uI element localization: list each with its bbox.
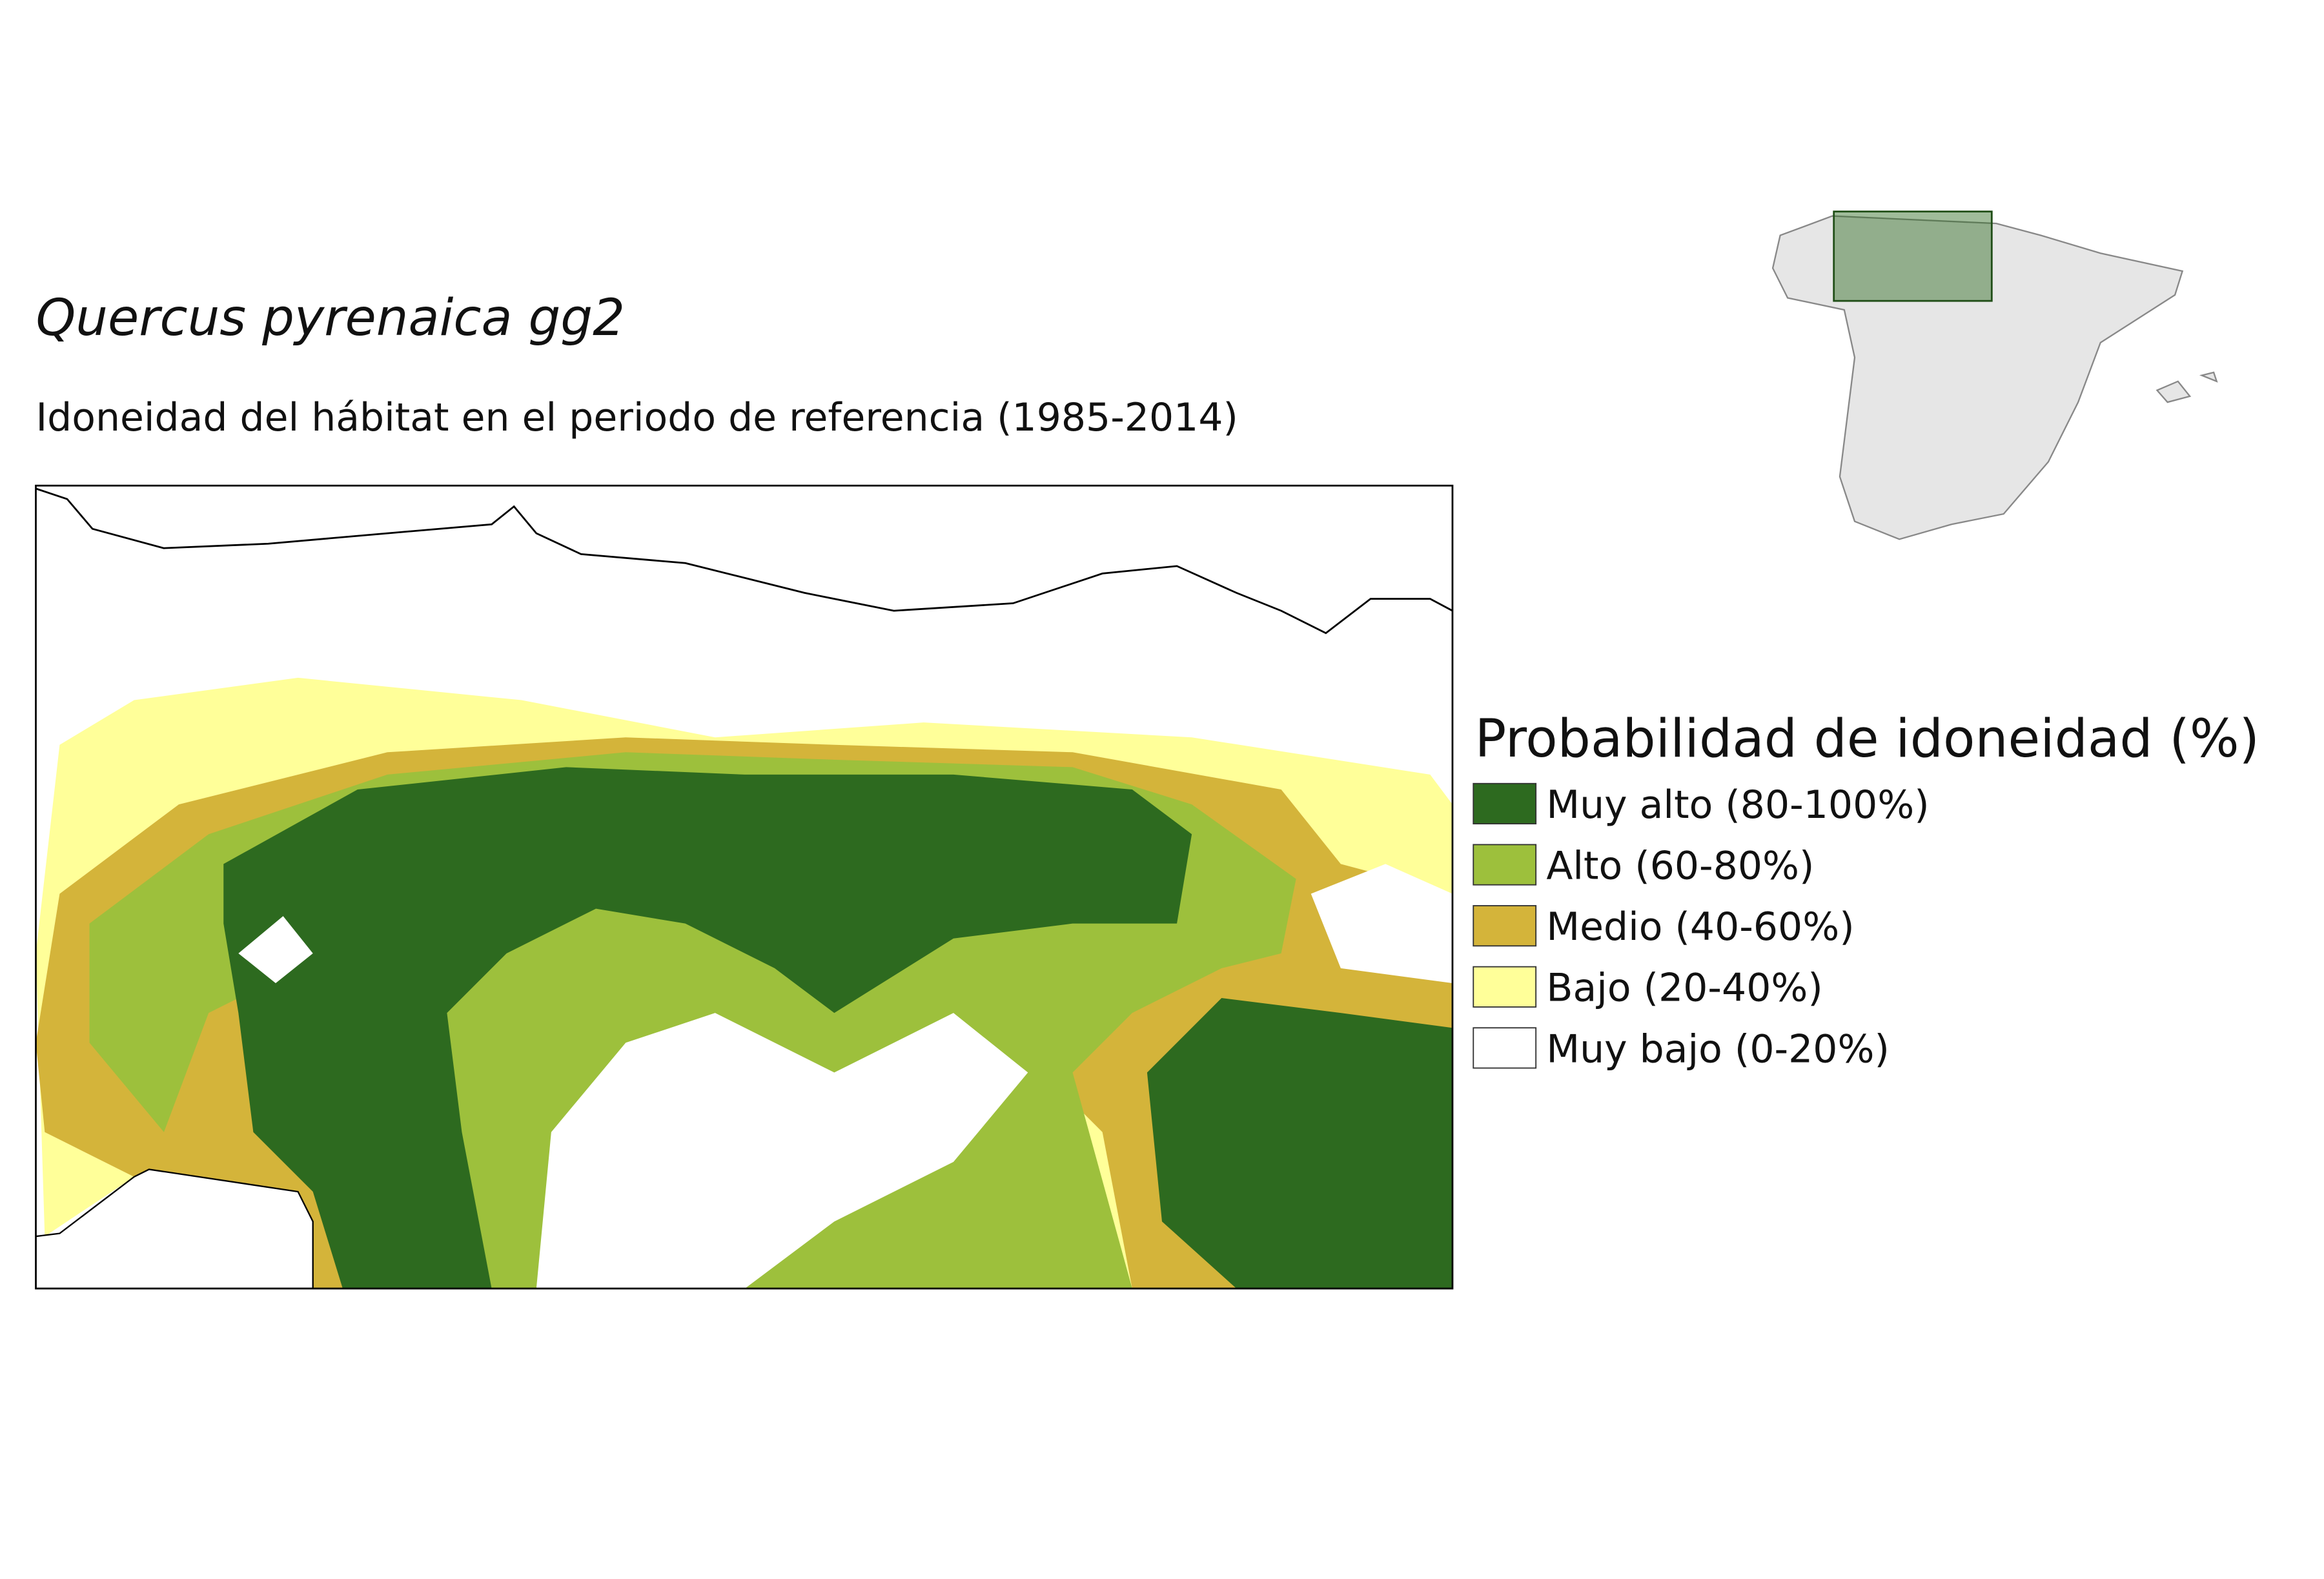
title: Quercus pyrenaica gg2: [36, 288, 625, 347]
legend: Muy alto (80-100%) Alto (60-80%) Medio (40…: [1473, 782, 1930, 1072]
legend-swatch: [1473, 905, 1537, 947]
legend-title: Probabilidad de idoneidad (%): [1475, 709, 2259, 769]
legend-label: Bajo (20-40%): [1546, 966, 1822, 1011]
legend-label: Medio (40-60%): [1546, 904, 1854, 950]
subtitle: Idoneidad del hábitat en el periodo de r…: [36, 395, 1238, 440]
legend-swatch: [1473, 1027, 1537, 1069]
map: [35, 484, 1454, 1290]
legend-label: Muy alto (80-100%): [1546, 782, 1929, 828]
legend-label: Muy bajo (0-20%): [1546, 1026, 1890, 1072]
band-very-low: [238, 864, 1452, 1289]
portugal: [36, 1168, 314, 1289]
balearic: [2156, 371, 2218, 403]
study-area: [1833, 210, 1993, 302]
spain: [1771, 215, 2184, 540]
band-very-high: [223, 767, 1452, 1289]
map-frame: [35, 484, 1454, 1290]
legend-swatch: [1473, 966, 1537, 1008]
legend-swatch: [1473, 782, 1537, 824]
legend-swatch: [1473, 844, 1537, 886]
coastline: [36, 487, 1452, 635]
inset-map: [1771, 210, 2218, 540]
legend-label: Alto (60-80%): [1546, 843, 1814, 888]
